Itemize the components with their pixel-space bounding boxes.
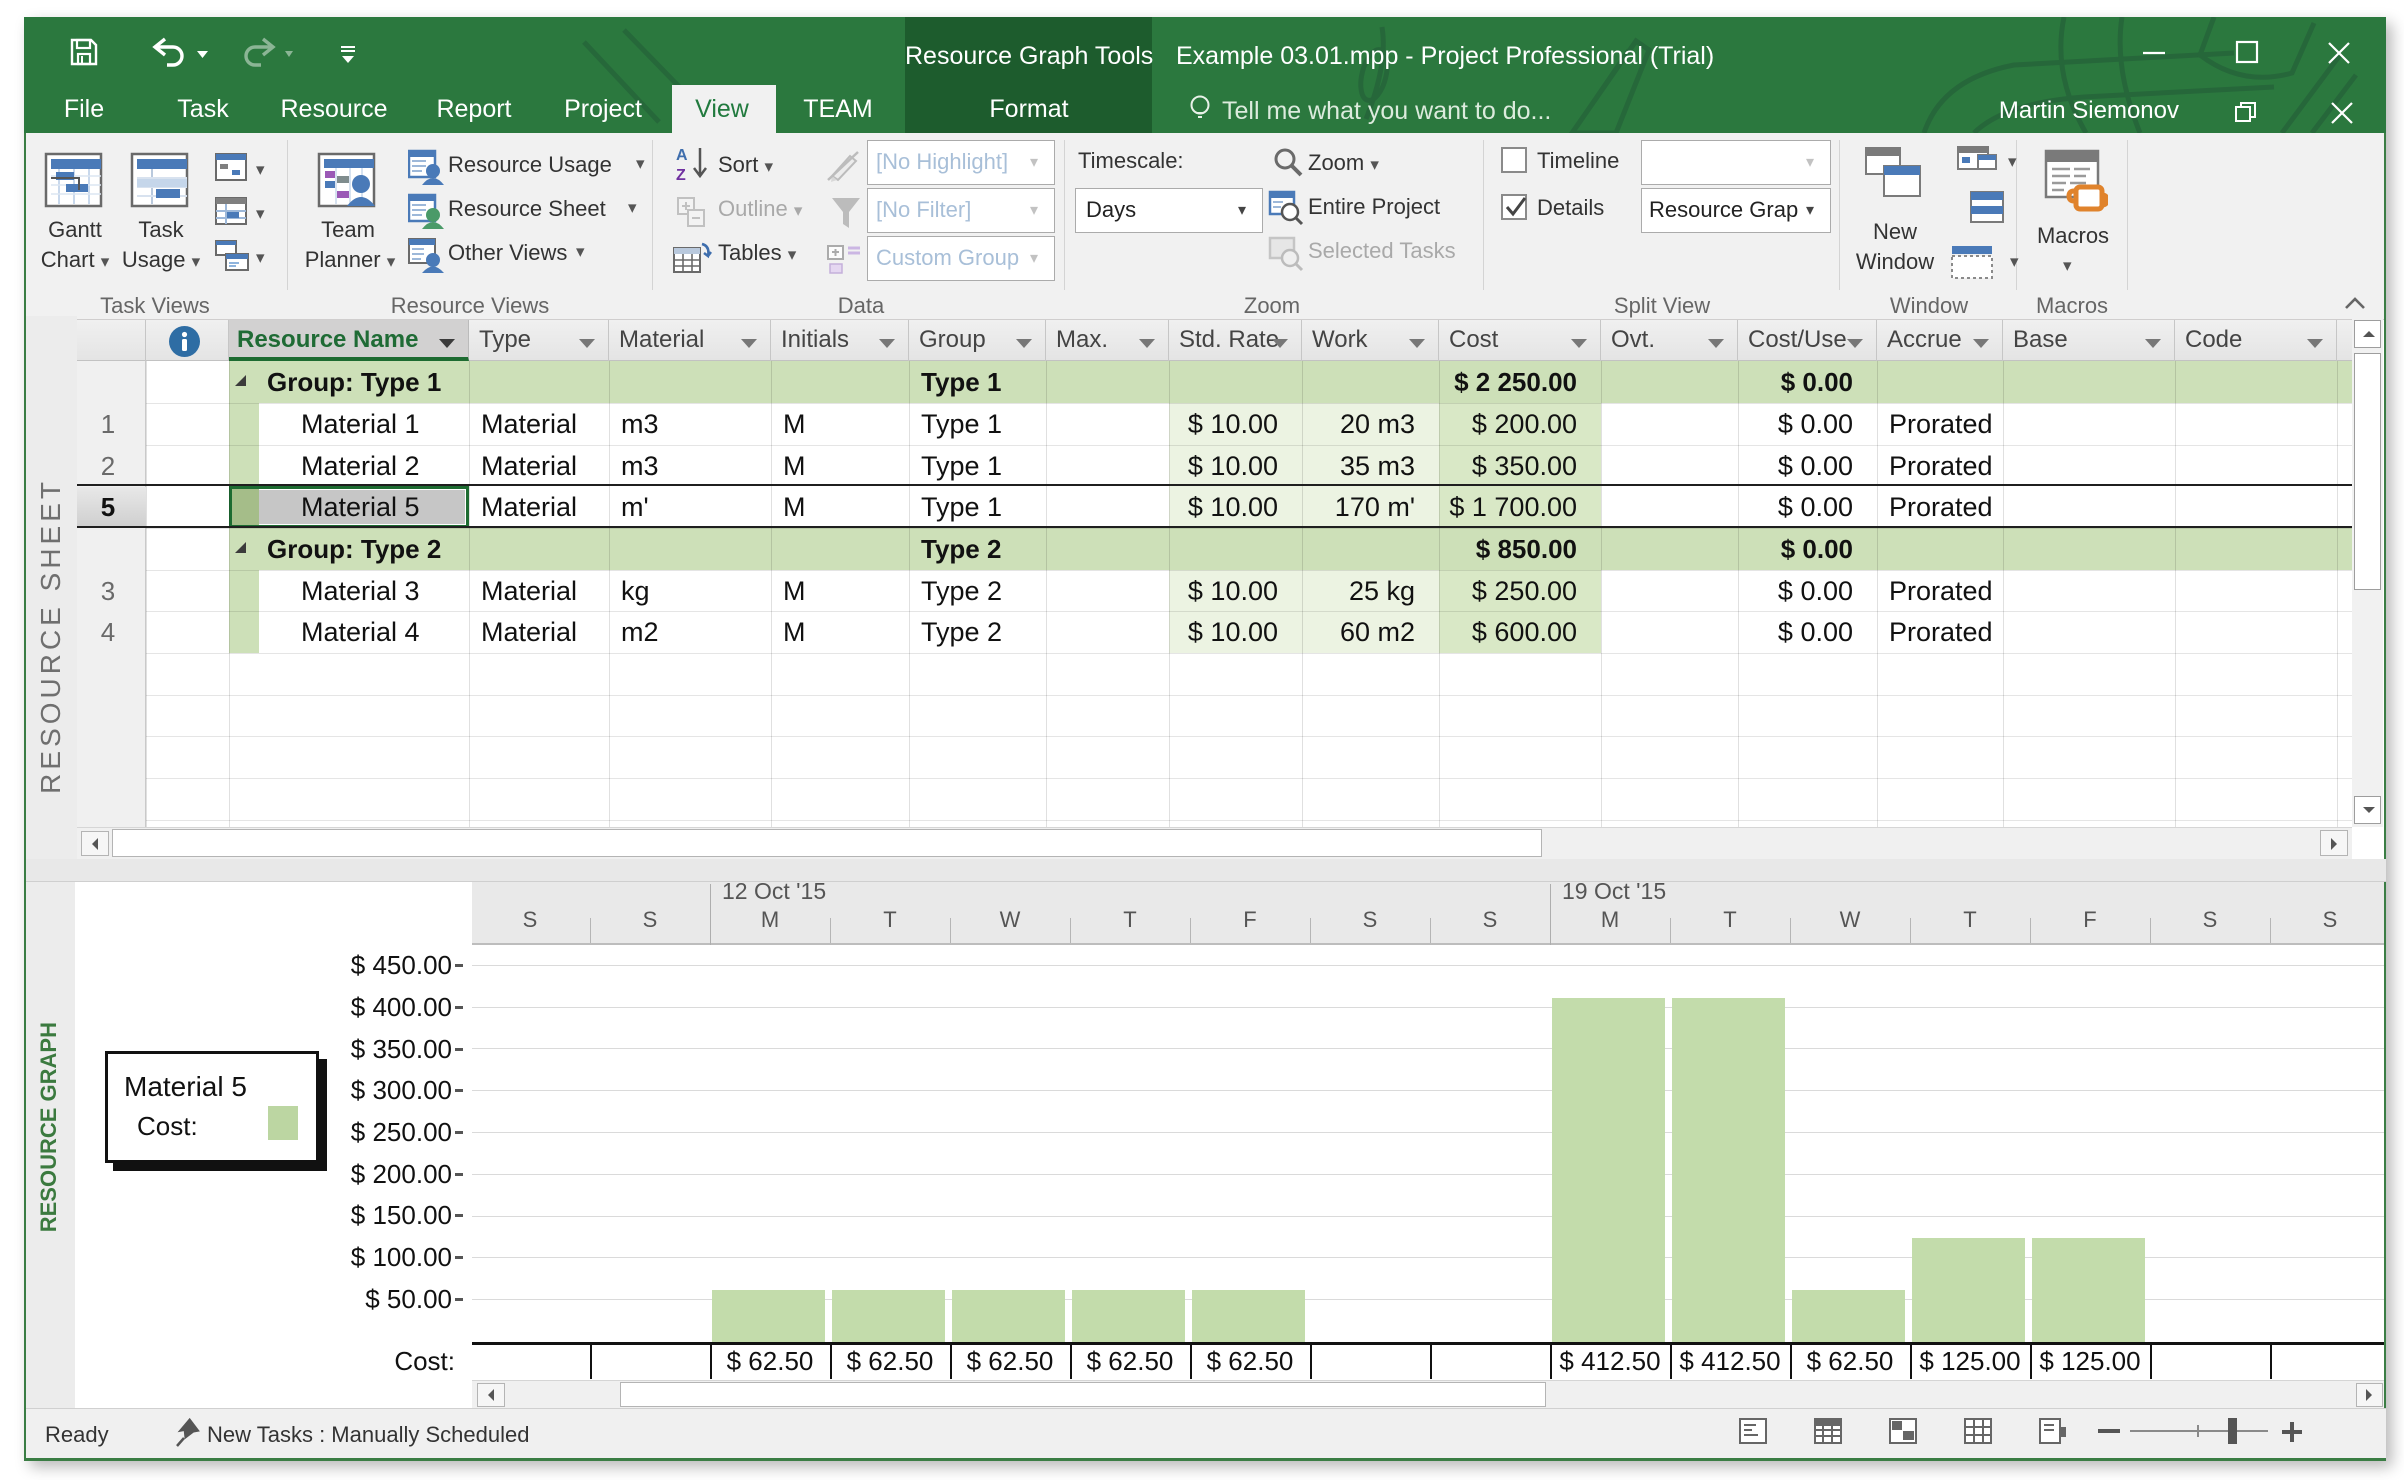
svg-text:Z: Z [676,167,686,184]
svg-text:A: A [676,147,688,164]
